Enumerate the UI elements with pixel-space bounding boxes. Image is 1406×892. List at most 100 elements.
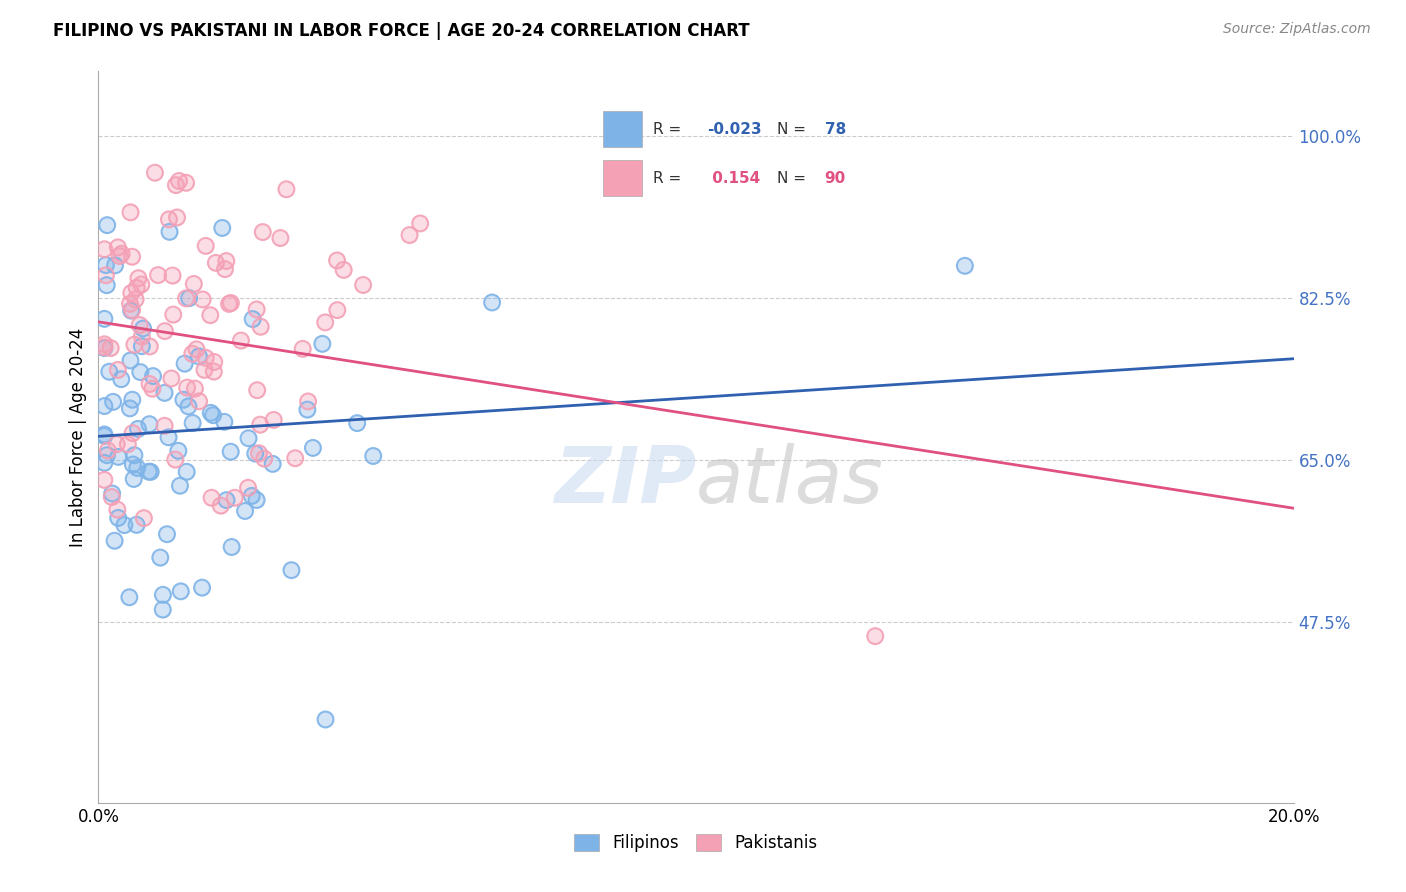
Point	[93, 311, 115, 326]
Point	[247, 446, 270, 460]
Point	[214, 262, 236, 277]
Point	[246, 383, 269, 397]
Point	[209, 499, 232, 513]
Point	[127, 422, 149, 436]
Point	[152, 602, 174, 616]
Point	[162, 268, 184, 283]
Point	[93, 427, 115, 442]
Point	[346, 416, 368, 430]
Point	[138, 465, 160, 479]
Point	[98, 365, 121, 379]
Point	[291, 342, 314, 356]
Point	[103, 533, 125, 548]
Point	[122, 472, 145, 486]
Point	[218, 297, 240, 311]
Point	[177, 400, 200, 414]
Point	[183, 277, 205, 291]
Point	[326, 303, 349, 318]
Point	[124, 337, 146, 351]
Point	[107, 511, 129, 525]
Point	[181, 347, 204, 361]
Point	[346, 416, 368, 430]
Point	[138, 465, 160, 479]
Point	[191, 581, 214, 595]
Point	[193, 363, 215, 377]
Point	[129, 388, 152, 402]
Point	[183, 277, 205, 291]
Point	[105, 574, 128, 588]
Point	[124, 448, 146, 462]
Point	[224, 491, 246, 505]
Point	[131, 329, 153, 343]
Point	[236, 462, 259, 476]
Point	[326, 500, 349, 514]
Point	[167, 443, 190, 458]
Point	[221, 540, 243, 554]
Point	[111, 351, 134, 366]
Point	[107, 450, 129, 464]
Point	[326, 303, 349, 318]
Point	[214, 262, 236, 277]
Point	[93, 337, 115, 351]
Point	[105, 370, 128, 384]
Point	[120, 285, 142, 300]
Point	[139, 339, 162, 353]
Point	[219, 444, 242, 458]
Point	[153, 418, 176, 433]
Point	[188, 394, 211, 409]
Point	[143, 166, 166, 180]
Point	[128, 318, 150, 332]
Point	[121, 426, 143, 441]
Point	[221, 540, 243, 554]
Point	[166, 211, 188, 225]
Point	[177, 407, 200, 421]
Point	[132, 321, 155, 335]
Point	[94, 258, 117, 272]
Point	[127, 422, 149, 436]
Point	[148, 425, 170, 440]
Point	[269, 231, 291, 245]
Text: atlas: atlas	[696, 443, 884, 519]
Point	[167, 174, 190, 188]
Point	[121, 250, 143, 264]
Point	[131, 329, 153, 343]
Point	[125, 281, 148, 295]
Point	[200, 491, 222, 505]
Point	[117, 360, 139, 375]
Point	[167, 443, 190, 458]
Point	[202, 365, 225, 379]
Point	[127, 461, 149, 475]
Point	[135, 425, 157, 440]
Point	[117, 416, 139, 430]
Point	[200, 308, 222, 322]
Point	[121, 250, 143, 264]
Point	[120, 285, 142, 300]
Point	[176, 465, 198, 479]
Point	[297, 402, 319, 417]
Point	[183, 416, 205, 430]
Point	[105, 416, 128, 430]
Point	[100, 341, 122, 355]
Point	[117, 434, 139, 449]
Point	[132, 511, 155, 525]
Point	[105, 398, 128, 412]
Point	[93, 473, 115, 487]
Point	[246, 302, 269, 317]
Point	[112, 518, 135, 533]
Point	[184, 382, 207, 396]
Point	[242, 312, 264, 326]
Point	[195, 416, 218, 430]
Point	[254, 472, 277, 486]
Point	[249, 319, 271, 334]
Y-axis label: In Labor Force | Age 20-24: In Labor Force | Age 20-24	[69, 327, 87, 547]
Point	[236, 481, 259, 495]
Point	[219, 453, 242, 467]
Point	[124, 434, 146, 449]
Point	[202, 408, 225, 422]
Point	[117, 437, 139, 451]
Point	[202, 355, 225, 369]
Point	[238, 431, 260, 445]
Point	[229, 334, 252, 348]
Point	[297, 394, 319, 409]
Point	[96, 218, 118, 232]
